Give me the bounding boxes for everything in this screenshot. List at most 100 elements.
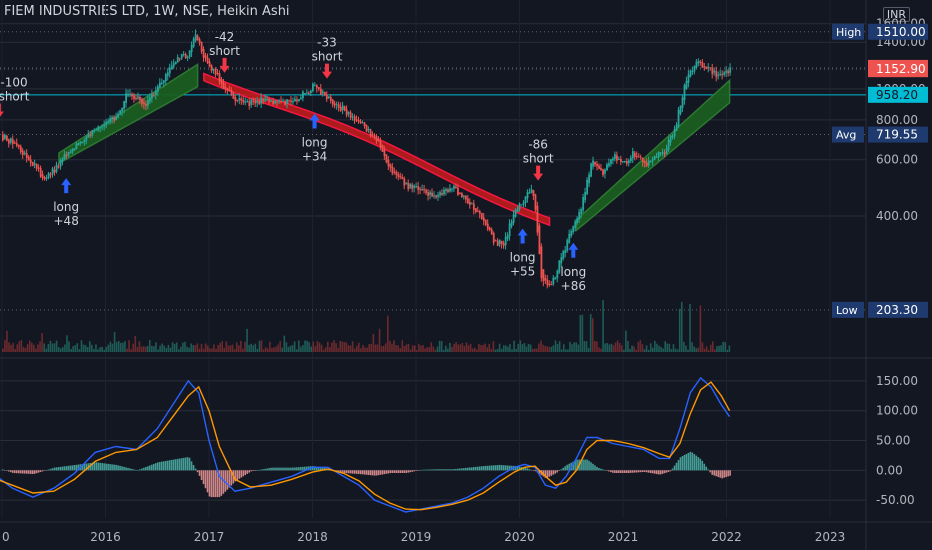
histogram-bar (502, 465, 505, 471)
volume-bar (223, 347, 226, 352)
volume-bar (360, 348, 362, 352)
histogram-bar (335, 470, 338, 471)
volume-bar (616, 340, 619, 352)
price-tag-label: Avg (836, 129, 856, 142)
candle-body (304, 93, 306, 95)
candle-body (51, 168, 54, 175)
histogram-bar (45, 470, 48, 471)
volume-bar (339, 340, 342, 352)
currency-badge[interactable]: INR (882, 7, 910, 22)
volume-bar (382, 345, 385, 352)
candle-body (725, 70, 728, 73)
volume-bar (413, 345, 416, 352)
candle-body (532, 190, 535, 196)
volume-bar (316, 341, 319, 352)
volume-bar (80, 340, 83, 352)
candle-body (268, 99, 271, 102)
candle-body (252, 100, 255, 102)
histogram-bar (618, 470, 620, 473)
histogram-bar (478, 466, 481, 471)
candle-body (242, 100, 245, 103)
histogram-bar (629, 470, 632, 473)
histogram-bar (266, 468, 268, 471)
histogram-bar (411, 470, 413, 472)
price-tag-box (832, 301, 864, 318)
price-tag-label: High (836, 26, 861, 39)
candle-body (496, 240, 499, 246)
volume-bar (213, 344, 215, 352)
candle-body (528, 192, 531, 194)
long-signal-arrow (517, 228, 528, 244)
histogram-bar (21, 470, 24, 474)
volume-bar (589, 314, 592, 352)
candle-body (149, 97, 151, 102)
histogram-bar (371, 470, 374, 476)
histogram-bar (218, 470, 221, 498)
volume-bar (703, 348, 706, 352)
candle-body (294, 98, 296, 102)
candle-body (63, 153, 66, 160)
histogram-bar (174, 459, 177, 471)
volume-bar (82, 344, 85, 352)
histogram-bar (584, 459, 586, 471)
histogram-bar (614, 470, 616, 473)
candle-body (544, 278, 547, 281)
volume-bar (434, 349, 437, 352)
histogram-bar (158, 461, 161, 471)
volume-bar (643, 349, 646, 352)
candle-body (622, 161, 624, 163)
histogram-bar (560, 469, 563, 471)
histogram-bar (39, 470, 42, 472)
candle-body (375, 136, 378, 141)
histogram-bar (679, 457, 682, 471)
candle-body (443, 189, 445, 195)
candle-body (373, 135, 376, 137)
histogram-bar (276, 467, 278, 471)
candle-body (109, 117, 112, 123)
histogram-bar (93, 462, 96, 471)
volume-bar (20, 340, 23, 352)
volume-bar (177, 349, 180, 352)
volume-bar (136, 346, 139, 352)
volume-bar (41, 333, 43, 352)
histogram-bar (367, 470, 370, 475)
histogram-bar (188, 457, 191, 471)
candle-body (476, 211, 479, 213)
volume-bar (322, 349, 325, 352)
candle-body (93, 130, 96, 132)
histogram-bar (510, 465, 513, 471)
volume-bar (335, 343, 337, 352)
volume-bar (575, 342, 577, 352)
volume-bar (200, 343, 203, 352)
candle-body (558, 260, 561, 273)
volume-bar (329, 347, 331, 352)
volume-bar (548, 346, 551, 352)
candle-body (286, 99, 288, 104)
histogram-bar (373, 470, 376, 476)
histogram-bar (103, 463, 105, 471)
histogram-bar (23, 470, 26, 474)
histogram-bar (304, 466, 306, 471)
candle-body (381, 145, 384, 152)
candle-body (592, 160, 594, 167)
histogram-bar (129, 468, 131, 471)
volume-bar (28, 340, 31, 352)
histogram-bar (73, 465, 76, 471)
volume-bar (169, 347, 172, 352)
histogram-bar (580, 459, 582, 471)
candle-body (486, 223, 489, 230)
histogram-bar (121, 466, 123, 471)
candle-body (266, 98, 269, 100)
volume-bar (250, 343, 252, 352)
volume-bar (262, 349, 265, 352)
volume-bar (111, 343, 114, 352)
candle-body (415, 186, 418, 188)
histogram-bar (236, 470, 239, 481)
candle-body (53, 169, 56, 173)
price-tag-box (832, 126, 864, 143)
candle-body (361, 122, 364, 124)
candle-body (562, 251, 565, 259)
volume-bar (602, 300, 604, 352)
chart-title: FIEM INDUSTRIES LTD, 1W, NSE, Heikin Ash… (4, 4, 290, 19)
